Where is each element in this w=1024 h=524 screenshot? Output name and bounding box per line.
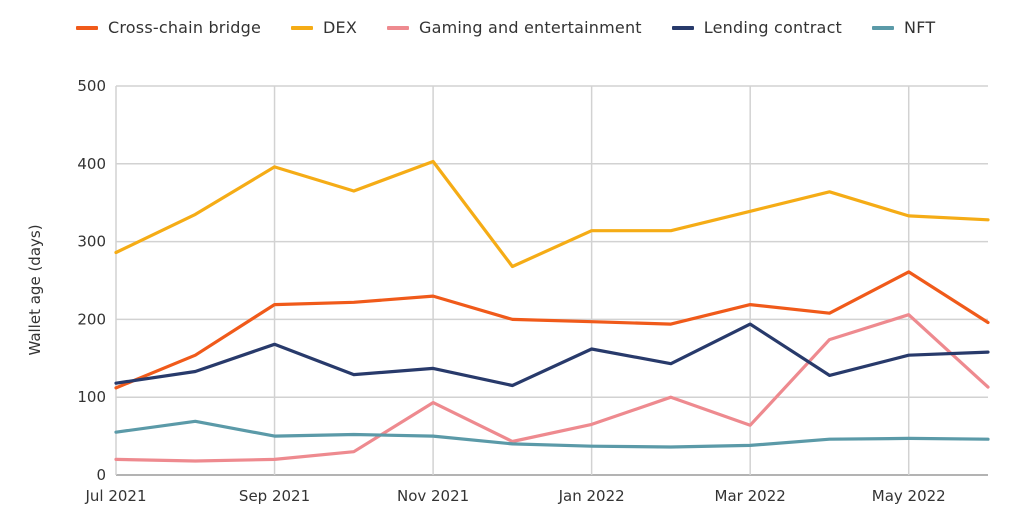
legend-item: Gaming and entertainment [386,18,642,37]
series-line [114,322,990,388]
axes: 0 100 200 300 400 500 Jul 2021 Sep 2021 Nov 2021… [77,77,945,505]
x-tick-label: Mar 2022 [715,487,786,505]
legend-label: Lending contract [703,18,843,37]
legend-label: NFT [904,18,936,37]
x-tick-label: Nov 2021 [397,487,469,505]
series-lines [114,159,990,463]
gridlines [115,85,988,476]
y-tick-label: 400 [77,155,106,173]
legend-item: Lending contract [671,18,843,37]
legend-swatch [290,25,313,30]
series-line [114,419,990,449]
legend-swatch [76,25,98,30]
legend-item: DEX [290,18,357,37]
legend-label: Gaming and entertainment [418,18,642,37]
legend-swatch [386,25,409,30]
legend-item: NFT [872,18,935,37]
chart-legend: Cross-chain bridge DEX Gaming and entertai… [76,18,965,37]
series-line [114,313,990,463]
y-tick-label: 200 [77,310,106,328]
y-tick-label: 100 [77,388,106,406]
series-line [114,159,990,269]
legend-item: Cross-chain bridge [76,18,261,37]
y-tick-label: 500 [77,77,106,95]
x-tick-label: Sep 2021 [239,487,310,505]
y-axis-title: Wallet age (days) [26,224,44,355]
y-tick-label: 300 [77,233,106,251]
x-tick-label: Jul 2021 [84,487,146,505]
legend-label: Cross-chain bridge [108,18,261,37]
y-tick-label: 0 [96,466,106,484]
legend-swatch [872,25,895,30]
legend-swatch [671,25,694,30]
legend-label: DEX [322,18,357,37]
x-tick-label: May 2022 [872,487,946,505]
series-line [114,270,990,390]
x-tick-label: Jan 2022 [558,487,625,505]
